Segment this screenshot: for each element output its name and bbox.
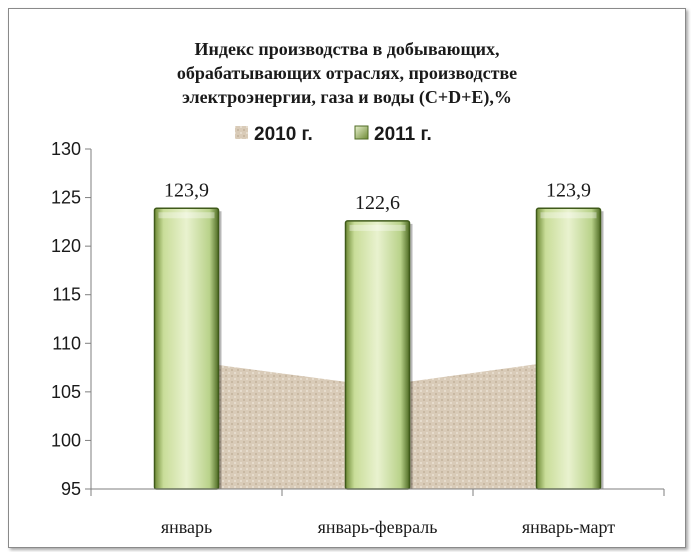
legend-label-2011: 2011 г. (374, 124, 432, 145)
chart-svg: Индекс производства в добывающих, обраба… (51, 39, 665, 537)
y-tick-label: 130 (51, 139, 81, 159)
bar-2011 (153, 207, 222, 490)
bar-body (344, 220, 411, 490)
bar-2011 (344, 220, 413, 490)
y-tick-label: 100 (51, 430, 81, 450)
axes: 95 100 105 110 115 120 125 130 январь январь-февр… (51, 139, 665, 537)
bar-2011 (535, 207, 604, 490)
series-2011-bars (153, 207, 604, 490)
chart-frame: Индекс производства в добывающих, обраба… (8, 8, 686, 548)
y-tick-label: 110 (52, 333, 81, 353)
chart-title-line: электроэнергии, газа и воды (C+D+E),% (182, 87, 512, 108)
x-tick-label: январь (161, 517, 212, 537)
legend-swatch-2011 (354, 125, 369, 140)
data-label: 122,6 (355, 192, 400, 214)
chart-title-line: обрабатывающих отраслях, производстве (177, 63, 517, 83)
y-tick-label: 95 (61, 479, 81, 499)
y-tick-label: 125 (51, 188, 81, 208)
data-labels: 123,9 122,6 123,9 (164, 179, 591, 214)
chart-title-line: Индекс производства в добывающих, (194, 39, 499, 59)
bar-highlight (540, 212, 597, 219)
bar-highlight (158, 212, 215, 219)
legend-swatch-2010 (235, 126, 248, 139)
data-label: 123,9 (546, 179, 591, 201)
data-label: 123,9 (164, 179, 209, 201)
x-tick-label: январь-февраль (318, 517, 438, 537)
bar-body (153, 207, 220, 490)
x-tick-label: январь-март (522, 517, 615, 537)
legend: 2010 г. 2011 г. (235, 124, 432, 145)
bar-body (535, 207, 602, 490)
y-tick-label: 120 (51, 236, 81, 256)
y-tick-label: 105 (51, 382, 81, 402)
bar-highlight (349, 224, 406, 231)
y-tick-label: 115 (52, 285, 81, 305)
legend-label-2010: 2010 г. (254, 124, 313, 145)
chart-title: Индекс производства в добывающих, обраба… (177, 39, 517, 108)
